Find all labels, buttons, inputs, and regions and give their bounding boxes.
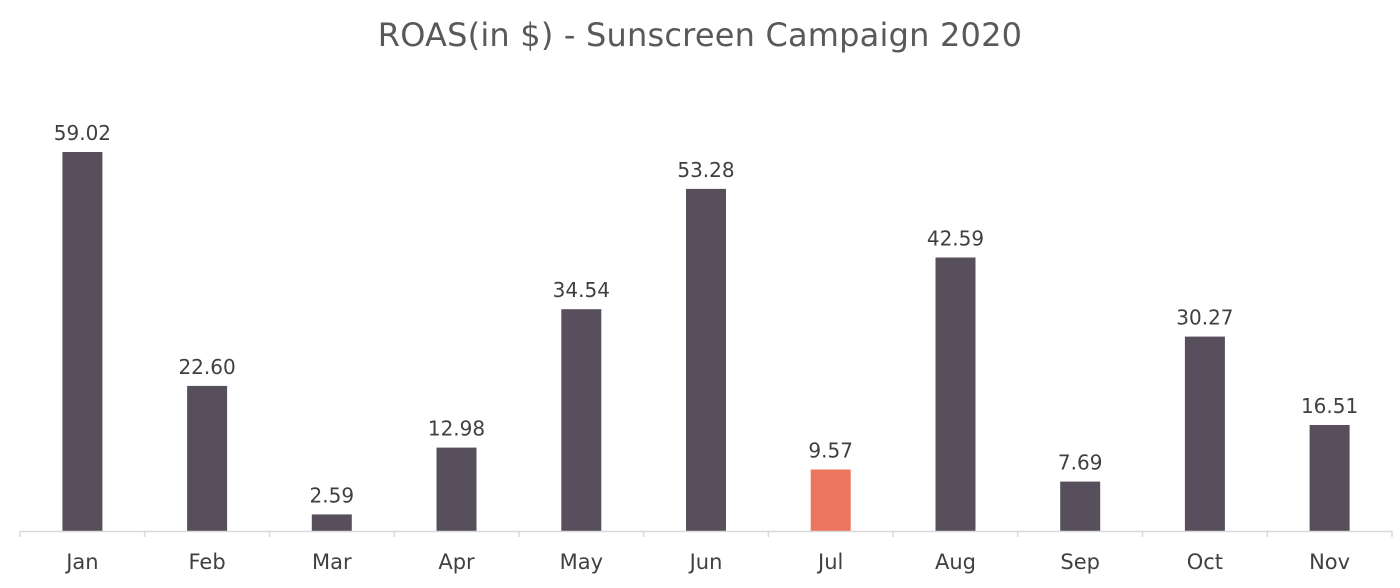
data-label-sep: 7.69: [1058, 451, 1103, 475]
data-label-nov: 16.51: [1301, 394, 1358, 418]
data-label-apr: 12.98: [428, 417, 485, 441]
bar-mar: [311, 514, 352, 531]
data-label-feb: 22.60: [178, 355, 235, 379]
bar-nov: [1309, 425, 1350, 531]
x-tick-label-mar: Mar: [312, 550, 352, 574]
data-label-jan: 59.02: [54, 121, 111, 145]
bar-feb: [187, 385, 228, 531]
bar-sep: [1060, 481, 1101, 531]
bar-aug: [935, 257, 976, 531]
bar-apr: [436, 447, 477, 531]
x-tick-label-apr: Apr: [438, 550, 475, 574]
chart-title: ROAS(in $) - Sunscreen Campaign 2020: [377, 16, 1023, 54]
bar-may: [561, 309, 602, 531]
x-tick-label-may: May: [560, 550, 603, 574]
x-tick-label-nov: Nov: [1309, 550, 1350, 574]
x-tick-label-aug: Aug: [935, 550, 976, 574]
data-label-jun: 53.28: [677, 158, 734, 182]
bar-jun: [686, 188, 726, 531]
x-tick-label-jul: Jul: [816, 550, 843, 574]
x-tick-label-jan: Jan: [64, 550, 98, 574]
bar-jul: [810, 469, 851, 531]
x-tick-label-jun: Jun: [688, 550, 723, 574]
bar-oct: [1184, 336, 1225, 531]
data-label-oct: 30.27: [1176, 306, 1233, 330]
x-tick-label-feb: Feb: [189, 550, 226, 574]
data-label-may: 34.54: [553, 278, 610, 302]
x-tick-label-sep: Sep: [1060, 550, 1100, 574]
data-label-mar: 2.59: [310, 483, 355, 507]
data-label-jul: 9.57: [808, 439, 853, 463]
data-label-aug: 42.59: [927, 227, 984, 251]
x-tick-label-oct: Oct: [1187, 550, 1223, 574]
bar-jan: [62, 152, 103, 531]
